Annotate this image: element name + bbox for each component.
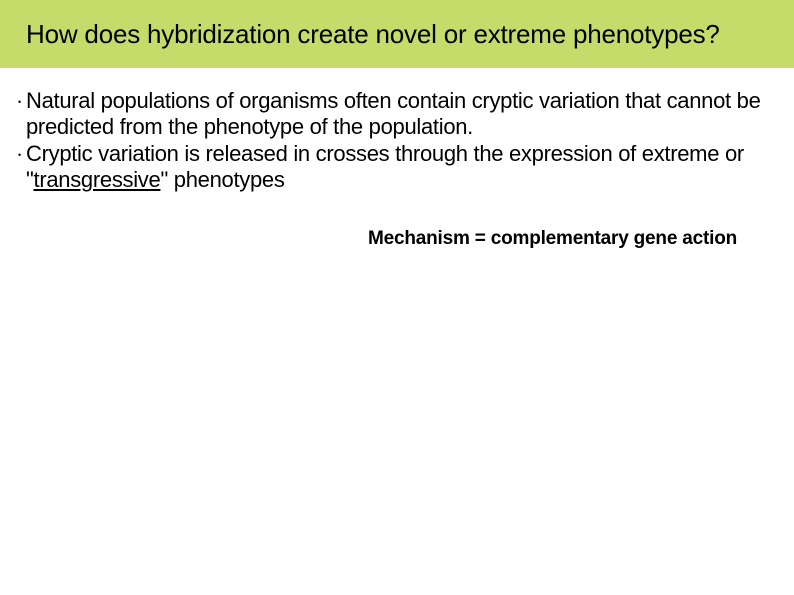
bullet-item: Natural populations of organisms often c…	[18, 88, 776, 141]
mechanism-line: Mechanism = complementary gene action	[368, 228, 776, 250]
bullet-text: Natural populations of organisms often c…	[26, 88, 761, 139]
bullet-list: Natural populations of organisms often c…	[18, 88, 776, 194]
bullet-text-underlined: transgressive	[34, 167, 161, 192]
header-band: How does hybridization create novel or e…	[0, 0, 794, 68]
body-content: Natural populations of organisms often c…	[0, 68, 794, 250]
bullet-text-post: " phenotypes	[160, 167, 284, 192]
bullet-item: Cryptic variation is released in crosses…	[18, 141, 776, 194]
slide-title: How does hybridization create novel or e…	[26, 19, 720, 50]
